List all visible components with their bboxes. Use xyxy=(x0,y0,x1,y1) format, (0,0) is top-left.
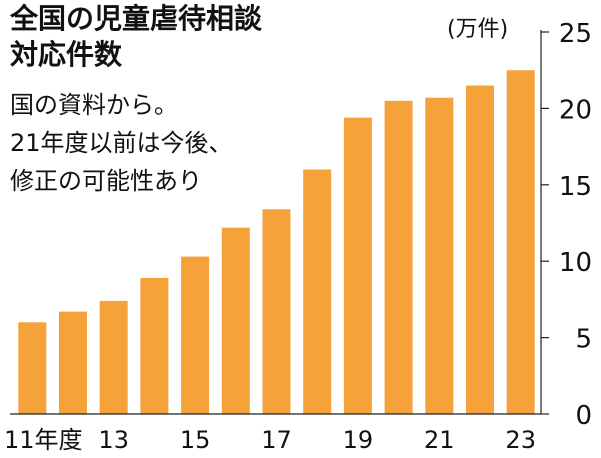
x-tick-label-2023: 23 xyxy=(505,426,536,454)
x-tick-label-2015: 15 xyxy=(180,426,211,454)
y-tick-label-5: 5 xyxy=(575,325,592,355)
bar-2015 xyxy=(181,256,210,414)
bar-2013 xyxy=(99,300,128,414)
chart-title-line2: 対応件数 xyxy=(10,38,123,71)
x-tick-label-2017: 17 xyxy=(261,426,292,454)
y-tick-label-0: 0 xyxy=(575,401,592,431)
source-note-line2: 21年度以前は今後、 xyxy=(10,129,233,157)
y-tick-label-25: 25 xyxy=(559,19,592,49)
bar-2011 xyxy=(18,322,47,414)
source-note-line1: 国の資料から。 xyxy=(10,91,178,119)
bar-2020 xyxy=(384,100,413,415)
x-tick-label-2019: 19 xyxy=(343,426,374,454)
source-note-line3: 修正の可能性あり xyxy=(10,167,202,195)
bar-2014 xyxy=(140,278,169,414)
bar-2016 xyxy=(221,227,250,414)
bar-2012 xyxy=(59,311,87,414)
x-tick-label-2013: 13 xyxy=(98,426,129,454)
chart-title-line1: 全国の児童虐待相談 xyxy=(10,2,263,35)
x-tick-label-2011: 11年度 xyxy=(4,426,83,454)
bar-2018 xyxy=(303,169,332,414)
y-tick-label-20: 20 xyxy=(559,95,592,125)
bar-2019 xyxy=(343,117,372,414)
unit-label: (万件) xyxy=(447,17,509,42)
bar-2021 xyxy=(425,97,454,414)
x-tick-label-2021: 21 xyxy=(424,426,455,454)
bar-2022 xyxy=(466,85,494,414)
y-tick-label-15: 15 xyxy=(559,172,592,202)
y-tick-label-10: 10 xyxy=(559,248,592,278)
bar-2023 xyxy=(506,70,535,414)
bar-2017 xyxy=(262,209,291,414)
